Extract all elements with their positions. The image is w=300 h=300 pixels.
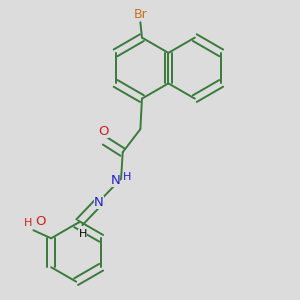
Text: Br: Br (134, 8, 147, 21)
Text: H: H (23, 218, 32, 228)
Text: O: O (98, 125, 109, 138)
Text: N: N (110, 174, 120, 187)
Text: O: O (35, 215, 46, 228)
Text: H: H (123, 172, 131, 182)
Text: N: N (94, 196, 104, 208)
Text: H: H (78, 229, 87, 239)
